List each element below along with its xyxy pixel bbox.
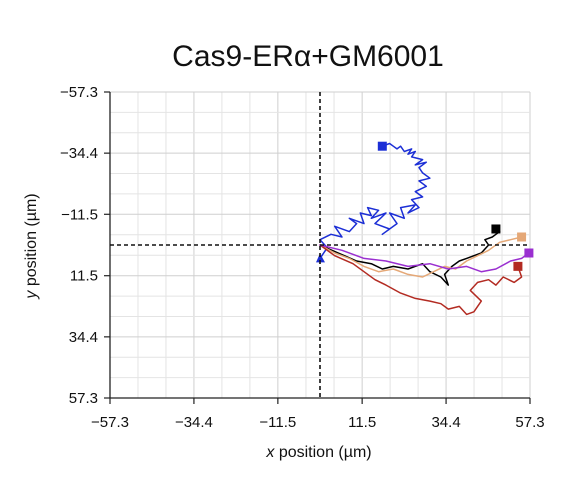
trajectory-line <box>319 236 523 278</box>
x-tick-label: 34.4 <box>431 414 460 431</box>
x-tick-label: −11.5 <box>259 414 296 431</box>
trajectory-series <box>316 141 534 316</box>
trajectory-end-marker <box>491 224 501 234</box>
trajectory-line <box>319 142 431 260</box>
x-tick-label: −57.3 <box>91 414 129 431</box>
trajectory-line <box>319 228 501 286</box>
trajectory-end-marker <box>517 232 527 242</box>
x-tick-label: 57.3 <box>515 414 544 431</box>
origin-crosshair <box>110 92 530 398</box>
trajectory-start-marker <box>316 253 325 263</box>
trajectory-end-marker <box>513 261 523 271</box>
trajectory-end-marker <box>377 141 387 151</box>
trajectory-end-marker <box>524 248 534 258</box>
x-axis-label: x position (µm) <box>265 444 371 461</box>
y-tick-label: 34.4 <box>69 329 98 346</box>
trajectory-line <box>319 244 523 316</box>
chart-title: Cas9-ERα+GM6001 <box>172 40 444 73</box>
tick-labels: −57.3 −34.4 −11.5 11.5 34.4 57.3 −57.3 −34.4 −11… <box>60 84 545 431</box>
y-tick-label: −57.3 <box>60 84 98 101</box>
trajectory-line <box>319 244 530 273</box>
x-tick-label: −34.4 <box>175 414 213 431</box>
y-tick-label: −34.4 <box>60 145 98 162</box>
x-tick-label: 11.5 <box>348 414 376 431</box>
y-tick-label: 57.3 <box>69 390 98 407</box>
y-axis-label: y position (µm) <box>23 193 40 299</box>
y-tick-label: −11.5 <box>61 206 98 223</box>
y-tick-label: 11.5 <box>70 268 98 285</box>
